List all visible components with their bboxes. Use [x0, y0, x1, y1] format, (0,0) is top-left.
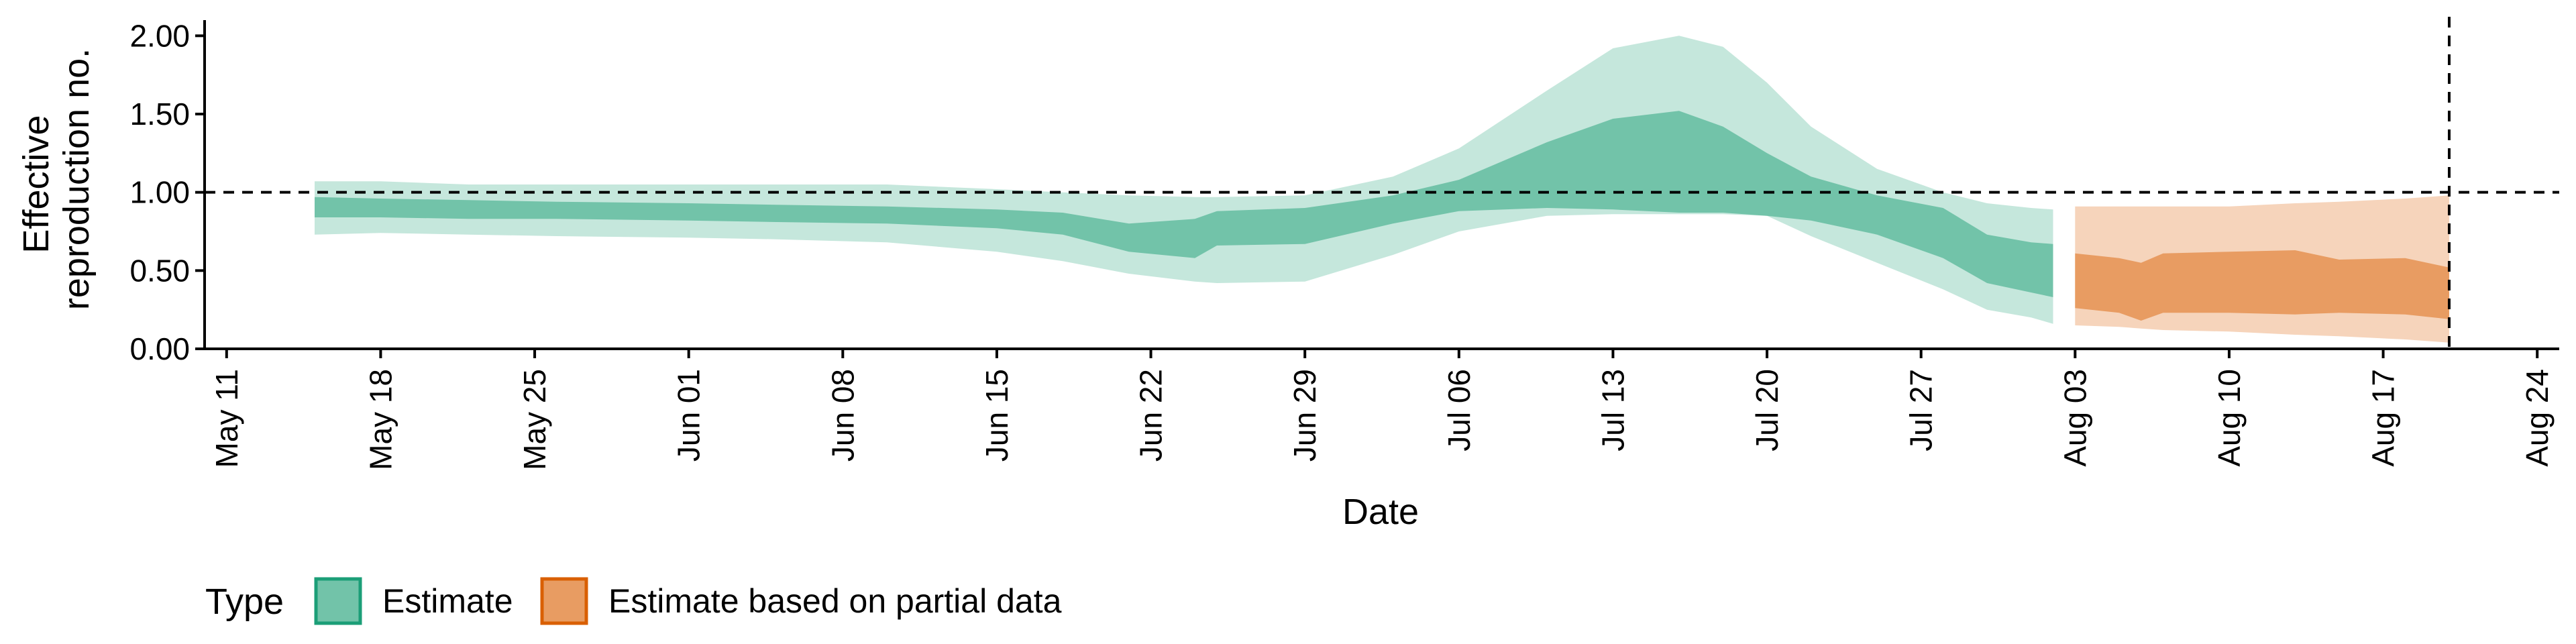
plot-bands — [315, 36, 2449, 343]
x-tick-label: Jun 01 — [672, 369, 706, 462]
legend-label-estimate: Estimate — [382, 582, 513, 620]
legend-key-estimate — [314, 577, 362, 625]
x-tick-label: Jul 27 — [1904, 369, 1939, 451]
x-tick-label: Aug 10 — [2212, 369, 2247, 467]
y-axis-title-line-2: reproduction no. — [56, 48, 97, 310]
reference-lines — [205, 17, 2559, 349]
y-tick-label: 0.50 — [129, 253, 190, 288]
x-tick-label: Jul 13 — [1595, 369, 1630, 451]
x-tick-label: Aug 17 — [2366, 369, 2401, 467]
x-tick-label: Jul 20 — [1750, 369, 1784, 451]
legend-title: Type — [205, 582, 284, 622]
tick-labels: 0.00 0.50 1.00 1.50 2.00 May 11 May 18 May 25 Ju… — [129, 18, 2555, 470]
y-tick-label: 2.00 — [129, 18, 190, 53]
x-tick-label: Aug 03 — [2057, 369, 2092, 467]
x-tick-label: May 25 — [517, 369, 552, 470]
x-tick-label: May 11 — [209, 369, 244, 468]
legend-label-partial: Estimate based on partial data — [608, 582, 1062, 620]
x-tick-label: Jun 22 — [1134, 369, 1169, 462]
legend: Type Estimate Estimate based on partial … — [205, 577, 1062, 625]
legend-key-partial — [540, 577, 588, 625]
x-tick-label: Jun 08 — [825, 369, 860, 462]
x-tick-label: Jun 29 — [1287, 369, 1322, 462]
partial-inner-band — [2075, 250, 2449, 321]
y-tick-label: 0.00 — [129, 331, 190, 366]
x-tick-label: May 18 — [363, 369, 398, 470]
y-tick-label: 1.50 — [129, 97, 190, 131]
y-axis-title-line-1: Effective — [16, 115, 56, 253]
axes — [195, 20, 2559, 358]
x-tick-label: Aug 24 — [2520, 369, 2555, 467]
y-tick-label: 1.00 — [129, 175, 190, 210]
x-tick-label: Jun 15 — [979, 369, 1014, 462]
estimate-inner-band — [315, 111, 2053, 298]
y-axis-title: Effective reproduction no. — [16, 48, 97, 310]
x-tick-label: Jul 06 — [1442, 369, 1477, 451]
x-axis-title: Date — [1342, 492, 1419, 532]
estimate-outer-band — [315, 36, 2053, 324]
